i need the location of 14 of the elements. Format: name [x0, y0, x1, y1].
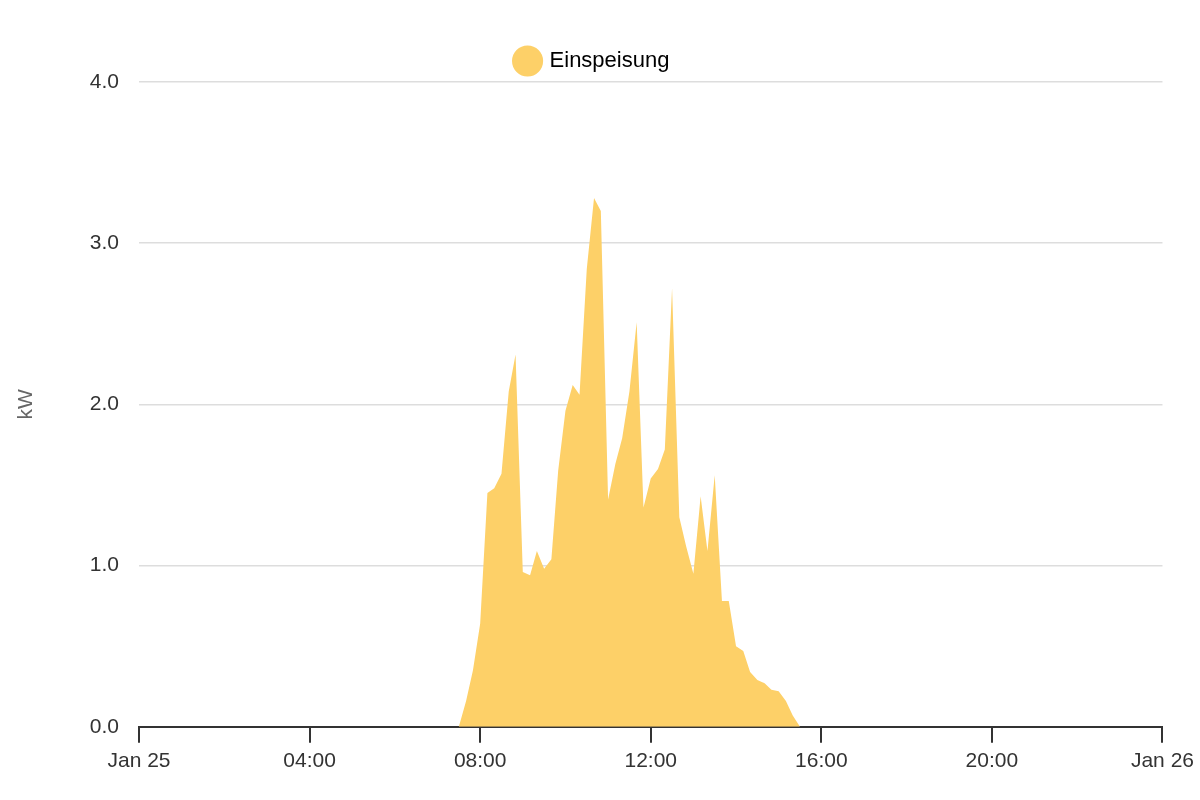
x-tick-label: 04:00 [283, 748, 336, 772]
x-tick-label: Jan 25 [107, 748, 171, 772]
y-tick-label: 0.0 [89, 713, 119, 737]
y-axis-title: kW [13, 389, 37, 420]
y-tick-label: 1.0 [89, 552, 119, 576]
x-tick-label: 16:00 [795, 748, 848, 772]
x-tick-label: 12:00 [624, 748, 678, 772]
x-tick-label: Jan 26 [1130, 748, 1195, 772]
y-tick-label: 3.0 [89, 230, 119, 253]
y-tick-label: 4.0 [89, 68, 119, 92]
legend-label: Einspeisung [549, 47, 670, 73]
y-tick-label: 2.0 [89, 391, 119, 415]
x-tick-label: 08:00 [453, 748, 507, 772]
x-tick-label: 20:00 [965, 748, 1019, 772]
